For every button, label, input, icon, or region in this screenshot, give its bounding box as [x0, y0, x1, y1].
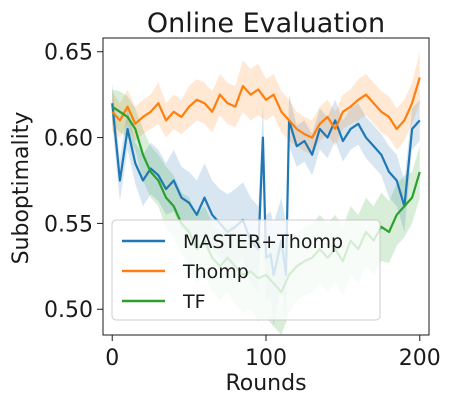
y-tick-label: 0.55 [44, 212, 93, 237]
chart-title: Online Evaluation [147, 8, 385, 39]
y-axis-title: Suboptimality [9, 112, 34, 265]
y-tick-label: 0.65 [44, 41, 93, 66]
legend-label-tf: TF [182, 291, 206, 313]
legend-label-master-thomp: MASTER+Thomp [183, 231, 343, 253]
legend-box [111, 219, 381, 321]
y-axis-ticks: 0.50 0.55 0.60 0.65 [44, 41, 103, 323]
x-tick-label: 200 [399, 346, 441, 371]
x-axis-title: Rounds [225, 371, 306, 396]
y-tick-label: 0.60 [44, 127, 93, 152]
x-tick-label: 0 [105, 346, 119, 371]
legend-label-thomp: Thomp [182, 261, 249, 283]
band-thomp [112, 51, 420, 155]
series-line-thomp [111, 77, 421, 139]
y-tick-label: 0.50 [44, 298, 93, 323]
x-axis-ticks: 0 100 200 [105, 335, 441, 371]
x-tick-label: 100 [245, 346, 287, 371]
legend: MASTER+Thomp Thomp TF [111, 219, 381, 321]
band-master-thomp [112, 82, 420, 327]
